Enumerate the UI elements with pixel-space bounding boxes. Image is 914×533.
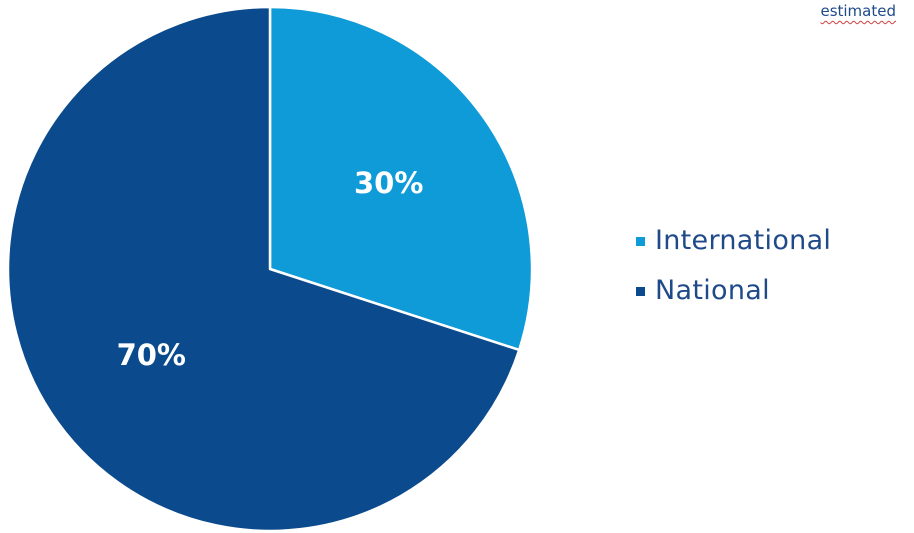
legend-label-national: National <box>655 275 770 306</box>
legend-label-international: International <box>655 225 831 256</box>
pie-slices <box>8 7 532 531</box>
pie-slice-label-national: 70% <box>117 338 186 372</box>
legend: International National <box>636 215 831 315</box>
legend-item-national: National <box>636 265 831 315</box>
estimate-note-word: estimated <box>820 2 896 20</box>
legend-swatch-international <box>636 237 645 246</box>
legend-item-international: International <box>636 215 831 265</box>
estimate-note: estimated <box>820 0 896 20</box>
legend-swatch-national <box>636 287 645 296</box>
pie-slice-label-international: 30% <box>354 166 423 200</box>
